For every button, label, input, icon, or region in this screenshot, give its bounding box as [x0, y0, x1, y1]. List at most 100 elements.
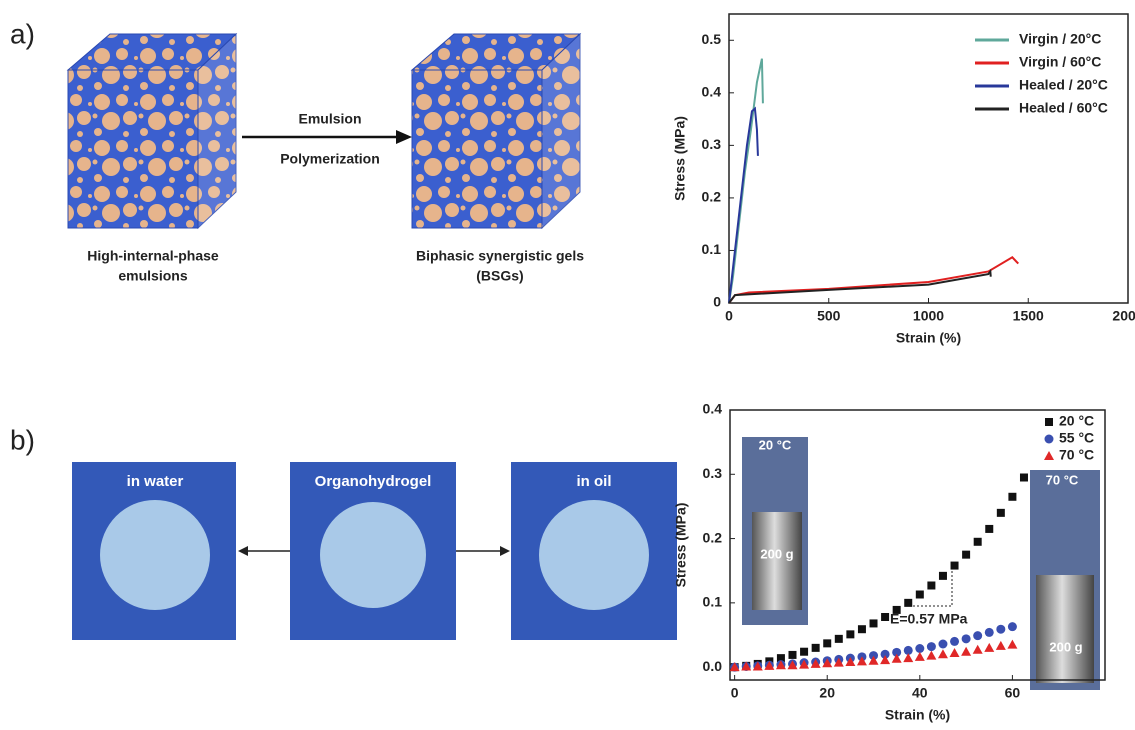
point: [856, 656, 867, 666]
inset-label: 20 °C: [759, 437, 792, 452]
point: [926, 650, 937, 660]
point: [927, 581, 936, 590]
point: [926, 642, 936, 652]
y-tick-label: 0: [713, 294, 721, 310]
arrow-head: [500, 546, 510, 556]
point: [937, 649, 948, 659]
legend-label: 55 °C: [1059, 430, 1094, 446]
cube-label: (BSGs): [476, 268, 523, 284]
x-tick-label: 0: [725, 308, 733, 324]
point: [961, 646, 972, 656]
cube-label: emulsions: [118, 268, 187, 284]
point: [962, 550, 971, 559]
legend-swatch: [1044, 451, 1054, 460]
legend-label: Healed / 60°C: [1019, 100, 1108, 116]
arrow-head: [396, 130, 412, 144]
point: [881, 613, 890, 621]
point: [973, 631, 983, 641]
point: [903, 653, 914, 663]
legend-label: 70 °C: [1059, 447, 1094, 463]
photo-label: in oil: [577, 473, 612, 490]
x-tick-label: 1500: [1013, 308, 1044, 324]
y-tick-label: 0.2: [702, 189, 722, 205]
panel-label: a): [10, 18, 35, 49]
point: [938, 571, 947, 580]
point: [845, 657, 856, 666]
y-tick-label: 0.1: [702, 241, 722, 257]
cube-label: High-internal-phase: [87, 248, 219, 264]
arrow-label: Polymerization: [280, 151, 380, 167]
point: [903, 645, 913, 655]
cube: [410, 32, 582, 230]
point: [788, 650, 797, 659]
x-tick-label: 20: [819, 685, 835, 701]
point: [892, 647, 902, 657]
point: [880, 649, 890, 659]
legend-swatch: [1045, 418, 1053, 426]
point: [823, 639, 832, 648]
y-axis-label: Stress (MPa): [672, 116, 688, 201]
photo: [290, 462, 456, 640]
annotation: E=0.57 MPa: [890, 611, 968, 627]
point: [741, 661, 752, 671]
point: [869, 651, 879, 661]
point: [996, 508, 1005, 517]
point: [810, 658, 821, 668]
x-tick-label: 500: [817, 308, 841, 324]
point: [834, 634, 843, 643]
point: [915, 590, 924, 599]
x-axis-label: Strain (%): [885, 707, 950, 723]
point: [949, 648, 960, 657]
point: [950, 561, 959, 570]
point: [972, 644, 983, 654]
point: [880, 655, 891, 665]
point: [857, 625, 866, 634]
point: [799, 659, 810, 669]
x-tick-label: 1000: [913, 308, 944, 324]
point: [938, 639, 948, 649]
point: [811, 643, 820, 652]
y-axis-label: Stress (MPa): [673, 503, 689, 588]
legend-label: Virgin / 60°C: [1019, 54, 1101, 70]
point: [1019, 473, 1028, 482]
point: [822, 658, 833, 668]
point: [1007, 622, 1017, 632]
photo: [72, 462, 236, 640]
arrow-label: Emulsion: [298, 111, 361, 127]
point: [776, 654, 785, 663]
y-tick-label: 0.2: [703, 529, 723, 545]
legend-swatch: [1044, 434, 1054, 444]
point: [800, 647, 809, 656]
inset-label: 200 g: [1049, 639, 1082, 654]
point: [914, 651, 925, 661]
point: [984, 627, 994, 637]
panel-label: b): [10, 424, 35, 455]
point: [764, 660, 775, 670]
point: [892, 605, 901, 614]
point: [961, 634, 971, 644]
y-tick-label: 0.0: [703, 658, 723, 674]
x-tick-label: 0: [731, 685, 739, 701]
point: [915, 644, 925, 653]
line: [728, 268, 992, 304]
point: [995, 640, 1006, 650]
cube: [66, 32, 238, 230]
inset-photo: [1030, 470, 1100, 690]
point: [950, 636, 960, 646]
y-tick-label: 0.4: [702, 84, 722, 100]
x-axis-label: Strain (%): [896, 330, 961, 346]
photo-label: Organohydrogel: [315, 473, 432, 490]
line: [728, 256, 1020, 304]
legend-label: Healed / 20°C: [1019, 77, 1108, 93]
point: [869, 619, 878, 628]
point: [868, 655, 879, 665]
point: [833, 657, 844, 667]
line: [728, 106, 759, 304]
photo: [511, 462, 677, 640]
point: [1008, 492, 1017, 501]
point: [775, 660, 786, 670]
inset-photo: [742, 437, 808, 625]
point: [846, 630, 855, 639]
